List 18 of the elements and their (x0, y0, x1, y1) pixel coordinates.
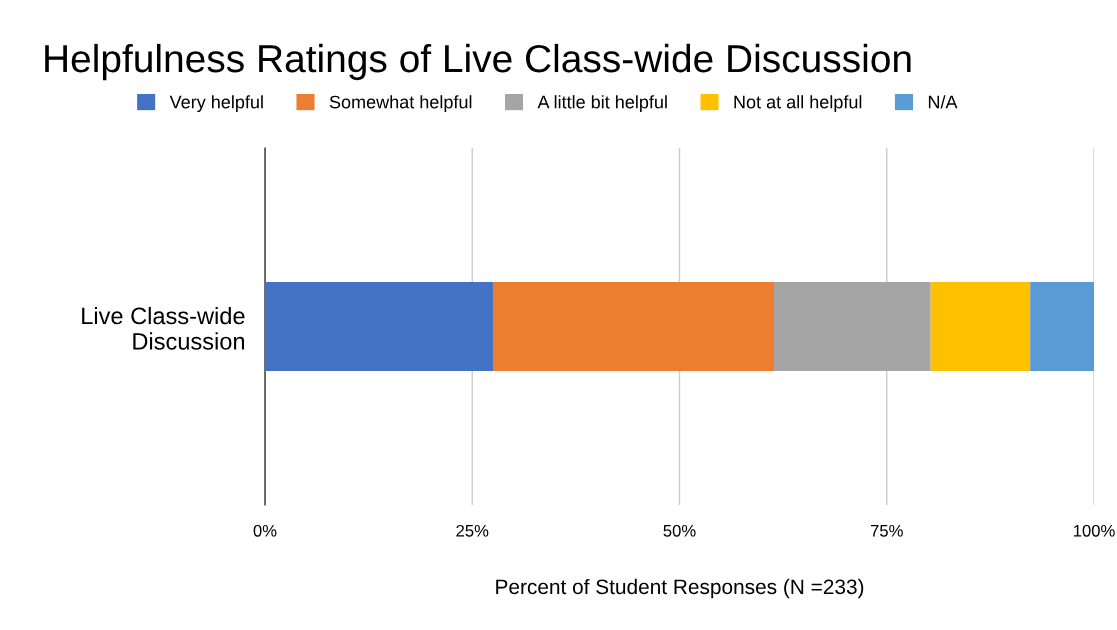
x-tick-label: 100% (1073, 524, 1115, 537)
chart-title: Helpfulness Ratings of Live Class-wide Discussion (45, 43, 911, 81)
x-tick-label: 75% (870, 524, 903, 537)
x-axis-title: Percent of Student Responses (N =233) (496, 578, 864, 599)
legend-label: Somewhat helpful (329, 95, 472, 113)
bar (265, 281, 493, 372)
x-tick-label: 50% (663, 524, 696, 537)
bar (492, 281, 775, 372)
legend-label: Not at all helpful (734, 95, 862, 113)
x-tick-label: 25% (456, 524, 489, 537)
bar (1030, 281, 1094, 372)
x-tick-label: 0% (253, 524, 277, 537)
bar (774, 281, 931, 372)
legend-label: Very helpful (169, 95, 263, 113)
legend-label: N/A (928, 95, 958, 109)
y-tick-label: Live Class-wide Discussion (82, 306, 245, 350)
bar (930, 281, 1031, 372)
legend-label: A little bit helpful (537, 95, 667, 113)
